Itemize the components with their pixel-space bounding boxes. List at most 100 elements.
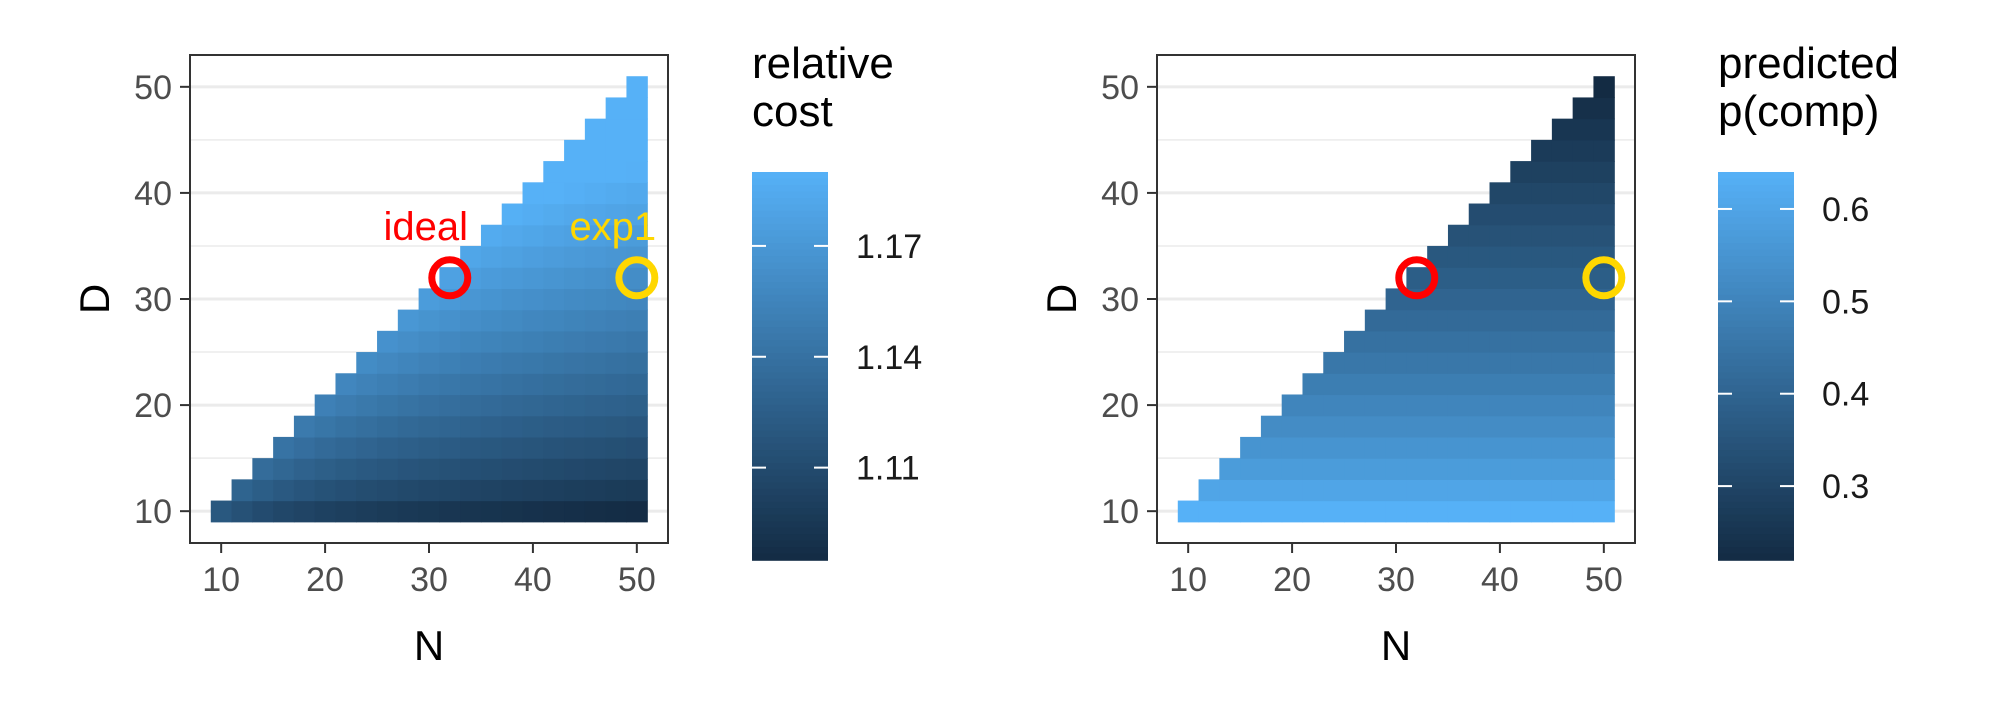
heatmap-cell bbox=[377, 330, 399, 353]
colorbar-segment bbox=[1718, 294, 1794, 303]
heatmap-cell bbox=[543, 288, 565, 311]
heatmap-cell bbox=[1447, 373, 1470, 396]
heatmap-cell bbox=[1510, 415, 1532, 438]
heatmap-cell bbox=[480, 267, 503, 289]
heatmap-cell bbox=[522, 436, 544, 459]
heatmap-cell bbox=[1551, 224, 1574, 247]
heatmap-cell bbox=[1510, 309, 1532, 332]
heatmap-cell bbox=[1323, 500, 1345, 523]
heatmap-cell bbox=[1344, 436, 1366, 459]
heatmap-cell bbox=[1593, 352, 1615, 374]
heatmap-cell bbox=[564, 458, 586, 480]
heatmap-cell bbox=[605, 245, 628, 268]
heatmap-cell bbox=[1551, 161, 1574, 183]
heatmap-cell bbox=[605, 97, 628, 120]
colorbar-segment bbox=[1718, 217, 1794, 225]
heatmap-cell bbox=[605, 436, 628, 459]
colorbar-segment bbox=[1718, 450, 1794, 458]
heatmap-cell bbox=[543, 182, 565, 205]
y-axis-title: D bbox=[1038, 284, 1085, 314]
heatmap-cell bbox=[1531, 394, 1553, 417]
heatmap-cell bbox=[1510, 479, 1532, 502]
heatmap-cell bbox=[501, 458, 524, 480]
heatmap-cell bbox=[1302, 394, 1324, 417]
heatmap-cell bbox=[1551, 330, 1574, 353]
heatmap-cell bbox=[564, 224, 586, 247]
heatmap-cell bbox=[1468, 436, 1491, 459]
heatmap-cell bbox=[397, 458, 420, 480]
heatmap-cell bbox=[584, 458, 607, 480]
heatmap-cell bbox=[397, 479, 420, 502]
heatmap-cell bbox=[1260, 415, 1283, 438]
heatmap-cell bbox=[1406, 330, 1428, 353]
heatmap-cell bbox=[439, 352, 461, 374]
heatmap-cell bbox=[1551, 118, 1574, 141]
heatmap-cell bbox=[418, 330, 440, 353]
heatmap-cell bbox=[543, 394, 565, 417]
heatmap-cell bbox=[501, 203, 524, 226]
colorbar-label: 0.3 bbox=[1822, 468, 1869, 506]
heatmap-cell bbox=[1551, 288, 1574, 311]
colorbar-segment bbox=[1718, 269, 1794, 277]
colorbar-segment bbox=[752, 514, 828, 522]
heatmap-cell bbox=[273, 458, 295, 480]
heatmap-cell bbox=[231, 479, 253, 502]
colorbar-segment bbox=[1718, 236, 1794, 244]
colorbar-segment bbox=[1718, 514, 1794, 522]
heatmap-cell bbox=[1385, 373, 1407, 396]
exp1-marker bbox=[615, 256, 659, 300]
colorbar-segment bbox=[1718, 430, 1794, 438]
heatmap-cell bbox=[564, 394, 586, 417]
heatmap-cell bbox=[584, 139, 607, 162]
colorbar-segment bbox=[752, 269, 828, 277]
colorbar-segment bbox=[752, 353, 828, 361]
heatmap-cell bbox=[1219, 500, 1241, 523]
heatmap-cell bbox=[522, 415, 544, 438]
heatmap-cell bbox=[584, 436, 607, 459]
heatmap-cell bbox=[584, 161, 607, 183]
colorbar-segment bbox=[752, 236, 828, 244]
heatmap-cell bbox=[543, 352, 565, 374]
colorbar-segment bbox=[1718, 443, 1794, 451]
heatmap-cell bbox=[480, 309, 503, 332]
heatmap-cell bbox=[1510, 458, 1532, 480]
heatmap-cell bbox=[1510, 352, 1532, 374]
heatmap-cell bbox=[397, 373, 420, 396]
heatmap-cell bbox=[564, 436, 586, 459]
heatmap-cell bbox=[1447, 330, 1470, 353]
heatmap-cell bbox=[1198, 500, 1220, 523]
colorbar-segment bbox=[752, 301, 828, 309]
heatmap-cell bbox=[1593, 161, 1615, 183]
heatmap-cell bbox=[626, 352, 648, 374]
heatmap-cell bbox=[522, 394, 544, 417]
heatmap-cell bbox=[1489, 224, 1511, 247]
heatmap-cell bbox=[584, 373, 607, 396]
heatmap-cell bbox=[1510, 203, 1532, 226]
heatmap-cell bbox=[1281, 394, 1304, 417]
x-axis-title: N bbox=[1381, 622, 1411, 669]
colorbar-label: 1.14 bbox=[856, 339, 922, 377]
colorbar-segment bbox=[1718, 184, 1794, 193]
heatmap-cell bbox=[1427, 479, 1449, 502]
heatmap-cell bbox=[397, 394, 420, 417]
heatmap-cell bbox=[1572, 288, 1595, 311]
heatmap-cell bbox=[439, 330, 461, 353]
colorbar-segment bbox=[752, 204, 828, 212]
heatmap-cell bbox=[1240, 458, 1262, 480]
x-tick-label: 20 bbox=[306, 561, 344, 599]
heatmap-cell bbox=[1572, 139, 1595, 162]
heatmap-cell bbox=[1531, 267, 1553, 289]
heatmap-cell bbox=[1468, 224, 1491, 247]
heatmap-cell bbox=[1468, 458, 1491, 480]
heatmap-cell bbox=[522, 245, 544, 268]
heatmap-cell bbox=[377, 458, 399, 480]
colorbar-segment bbox=[1718, 346, 1794, 354]
heatmap-cell bbox=[626, 139, 648, 162]
heatmap-cell bbox=[377, 373, 399, 396]
heatmap-cell bbox=[564, 330, 586, 353]
heatmap-cell bbox=[543, 479, 565, 502]
heatmap-cell bbox=[1406, 394, 1428, 417]
colorbar-segment bbox=[752, 385, 828, 393]
heatmap-cell bbox=[1323, 394, 1345, 417]
